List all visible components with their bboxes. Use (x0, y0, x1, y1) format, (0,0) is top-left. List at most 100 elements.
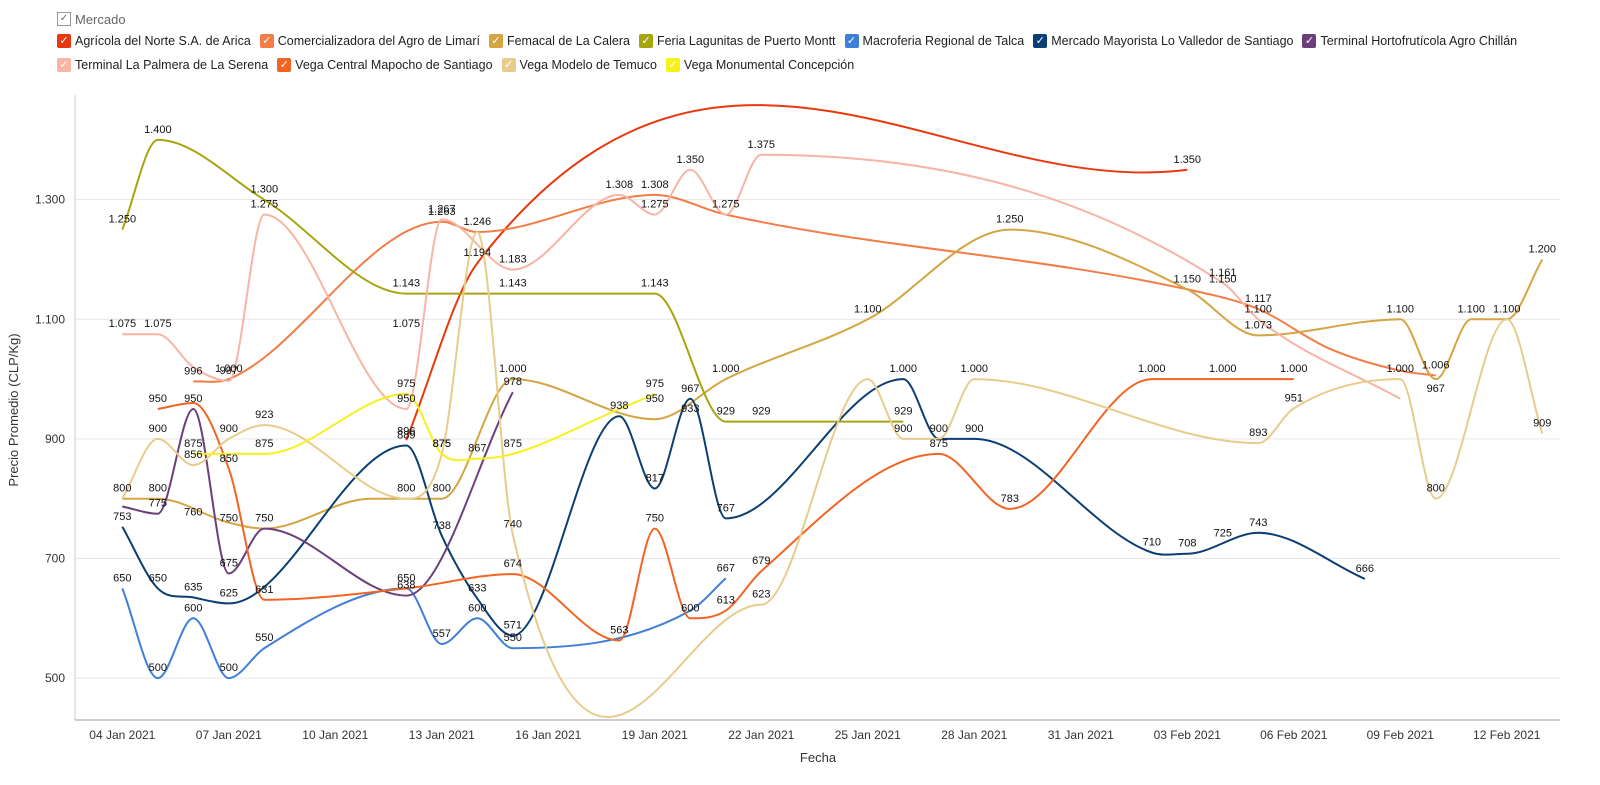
data-label: 600 (681, 602, 699, 614)
series-line (157, 378, 1294, 642)
data-label: 900 (149, 423, 167, 435)
data-label: 1.308 (641, 179, 669, 191)
x-tick-label: 13 Jan 2021 (409, 728, 475, 742)
gridlines (75, 199, 1560, 679)
legend-item[interactable]: ✓ Femacal de La Calera (488, 34, 630, 48)
data-label: 978 (504, 376, 522, 388)
data-label: 500 (149, 662, 167, 674)
legend-label: Vega Modelo de Temuco (519, 58, 657, 72)
legend-item[interactable]: ✓ Agrícola del Norte S.A. de Arica (57, 34, 251, 48)
checkbox-icon[interactable]: ✓ (501, 58, 516, 72)
data-labels: 1.075 1.194 1.350 996 1.000 1.263 1.246 1.308 1.… (109, 124, 1556, 674)
data-label: 900 (894, 423, 912, 435)
data-label: 1.000 (215, 363, 243, 375)
legend-item[interactable]: ✓ Vega Central Mapocho de Santiago (277, 58, 493, 72)
data-label: 800 (1427, 483, 1445, 495)
legend-item[interactable]: ✓ Vega Monumental Concepción (665, 58, 854, 72)
data-label: 893 (1249, 427, 1267, 439)
chart-legend: ✓ Mercado ✓ Agrícola del Norte S.A. de Ar… (57, 9, 1557, 77)
checkbox-icon[interactable]: ✓ (638, 34, 653, 48)
data-label: 1.000 (1280, 363, 1308, 375)
legend-label: Feria Lagunitas de Puerto Montt (656, 34, 836, 48)
x-tick-label: 06 Feb 2021 (1260, 728, 1328, 742)
legend-label: Terminal Hortofrutícola Agro Chillán (1320, 34, 1518, 48)
checkbox-icon[interactable]: ✓ (57, 12, 71, 26)
checkbox-icon[interactable]: ✓ (665, 58, 680, 72)
data-label: 760 (184, 507, 202, 519)
data-label: 1.000 (890, 363, 918, 375)
x-tick-label: 10 Jan 2021 (302, 728, 368, 742)
series-line (122, 391, 514, 597)
data-label: 674 (504, 558, 522, 570)
legend-item[interactable]: ✓ Terminal La Palmera de La Serena (57, 58, 268, 72)
data-label: 950 (149, 393, 167, 405)
checkbox-icon[interactable]: ✓ (277, 58, 292, 72)
data-label: 1.143 (499, 278, 527, 290)
data-label: 975 (646, 378, 664, 390)
checkbox-icon[interactable]: ✓ (259, 34, 274, 48)
series-line (405, 104, 1188, 441)
checkbox-icon[interactable]: ✓ (488, 34, 503, 48)
legend-item[interactable]: ✓ Macroferia Regional de Talca (844, 34, 1024, 48)
data-label: 725 (1214, 528, 1232, 540)
data-label: 1.194 (464, 247, 492, 259)
legend-item[interactable]: ✓ Mercado Mayorista Lo Valledor de Santia… (1033, 34, 1293, 48)
data-label: 875 (433, 438, 451, 450)
series-line (122, 153, 1401, 411)
checkbox-icon[interactable]: ✓ (57, 58, 71, 72)
checkbox-icon[interactable]: ✓ (1302, 34, 1317, 48)
legend-label: Comercializadora del Agro de Limarí (277, 34, 480, 48)
data-label: 850 (220, 453, 238, 465)
series-line (121, 378, 1366, 637)
legend-label: Vega Central Mapocho de Santiago (295, 58, 493, 72)
legend-item[interactable]: ✓ Feria Lagunitas de Puerto Montt (638, 34, 836, 48)
data-label: 500 (220, 662, 238, 674)
y-tick-label: 700 (45, 552, 65, 566)
data-label: 650 (113, 572, 131, 584)
data-label: 1.275 (251, 199, 279, 211)
data-label: 1.075 (109, 318, 137, 330)
data-label: 929 (752, 406, 770, 418)
legend-item[interactable]: ✓ Terminal Hortofrutícola Agro Chillán (1302, 34, 1517, 48)
data-label: 638 (397, 580, 415, 592)
legend-item[interactable]: ✓ Comercializadora del Agro de Limarí (259, 34, 480, 48)
data-label: 675 (220, 557, 238, 569)
y-tick-label: 500 (45, 671, 65, 685)
data-label: 1.100 (1457, 303, 1485, 315)
x-tick-label: 07 Jan 2021 (196, 728, 262, 742)
legend-title[interactable]: ✓ Mercado (57, 9, 1557, 29)
data-label: 738 (433, 520, 451, 532)
data-label: 967 (681, 383, 699, 395)
data-label: 875 (930, 438, 948, 450)
checkbox-icon[interactable]: ✓ (844, 34, 859, 48)
data-label: 996 (184, 365, 202, 377)
series-lines (121, 104, 1544, 718)
legend-item[interactable]: ✓ Vega Modelo de Temuco (501, 58, 657, 72)
x-tick-label: 28 Jan 2021 (941, 728, 1007, 742)
checkbox-icon[interactable]: ✓ (57, 34, 71, 48)
data-label: 750 (220, 513, 238, 525)
data-label: 929 (717, 406, 735, 418)
data-label: 1.200 (1528, 243, 1556, 255)
data-label: 800 (113, 483, 131, 495)
data-label: 1.000 (961, 363, 989, 375)
data-label: 909 (1533, 418, 1551, 430)
data-label: 750 (255, 513, 273, 525)
data-label: 563 (610, 624, 628, 636)
x-tick-label: 03 Feb 2021 (1154, 728, 1222, 742)
data-label: 1.100 (1386, 303, 1414, 315)
data-label: 875 (255, 438, 273, 450)
data-label: 750 (646, 513, 664, 525)
checkbox-icon[interactable]: ✓ (1033, 34, 1048, 48)
data-label: 967 (1427, 383, 1445, 395)
data-label: 1.150 (1174, 273, 1202, 285)
legend-title-text: Mercado (75, 11, 126, 27)
data-label: 708 (1178, 538, 1196, 550)
data-label: 1.250 (109, 214, 137, 226)
x-axis: 04 Jan 2021 07 Jan 2021 10 Jan 2021 13 Jan … (75, 719, 1560, 742)
y-tick-label: 1.300 (35, 193, 65, 207)
data-label: 666 (1356, 563, 1374, 575)
data-label: 740 (504, 519, 522, 531)
data-label: 900 (220, 423, 238, 435)
